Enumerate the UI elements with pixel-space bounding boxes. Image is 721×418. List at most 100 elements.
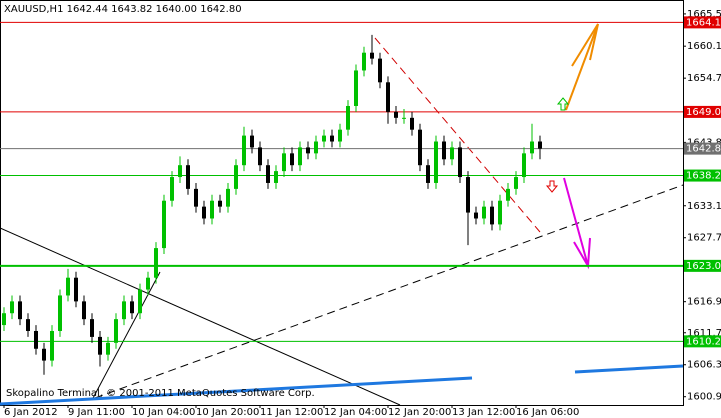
candle-body — [10, 301, 14, 314]
candle-body — [538, 141, 542, 149]
candle-body — [498, 200, 502, 225]
candle-body — [98, 336, 102, 355]
trend-line — [574, 364, 684, 374]
sell-arrow — [545, 180, 559, 193]
candle-body — [74, 277, 78, 302]
candle-body — [82, 301, 86, 320]
buy-arrow — [556, 97, 570, 111]
candle-body — [338, 129, 342, 142]
watermark: Skopalino Terminal, © 2001-2011 MetaQuot… — [6, 388, 315, 399]
x-tick-label: 13 Jan 12:00 — [452, 407, 515, 418]
x-tick-label: 11 Jan 12:00 — [260, 407, 323, 418]
candle-body — [458, 147, 462, 178]
candle-body — [106, 342, 110, 355]
candle-body — [2, 313, 6, 326]
candle-body — [122, 301, 126, 320]
candle-body — [178, 165, 182, 178]
x-tick-label: 9 Jan 11:00 — [68, 407, 125, 418]
candle-body — [138, 289, 142, 314]
candle-body — [234, 165, 238, 189]
candle-body — [258, 147, 262, 166]
candle-body — [58, 295, 62, 331]
candle-body — [218, 200, 222, 207]
level-label: 1638.25 — [686, 171, 721, 182]
chart-title: XAUUSD,H1 1642.44 1643.82 1640.00 1642.8… — [4, 4, 242, 15]
level-label: 1623.00 — [686, 261, 721, 272]
level-label: 1649.00 — [686, 107, 721, 118]
candle-body — [514, 177, 518, 189]
trend-line — [91, 271, 161, 401]
arrow — [565, 23, 599, 111]
candle-body — [490, 206, 494, 225]
candle-body — [322, 135, 326, 142]
candle-body — [34, 330, 38, 349]
candle-body — [482, 206, 486, 219]
level-label: 1610.25 — [686, 336, 721, 347]
x-tick-label: 6 Jan 2012 — [4, 407, 58, 418]
candle-body — [130, 301, 134, 314]
x-tick-label: 16 Jan 06:00 — [516, 407, 579, 418]
y-tick-label: 1616.95 — [687, 297, 721, 308]
candle-body — [370, 52, 374, 59]
level-label-bg — [684, 142, 721, 155]
y-tick-label: 1660.10 — [687, 41, 721, 52]
candle-body — [154, 248, 158, 278]
level-label: 1642.80 — [686, 144, 721, 155]
candle-body — [282, 153, 286, 172]
y-tick-label: 1600.90 — [687, 392, 721, 403]
candle-body — [146, 277, 150, 290]
candle-body — [386, 82, 390, 112]
level-label-bg — [684, 335, 721, 348]
candle-body — [466, 177, 470, 213]
arrow — [563, 177, 589, 267]
candle-body — [362, 52, 366, 71]
candle-body — [378, 58, 382, 83]
candle-body — [354, 70, 358, 106]
candle-body — [50, 330, 54, 361]
candle-body — [410, 117, 414, 130]
candle-body — [274, 171, 278, 183]
candle-body — [442, 141, 446, 160]
candle-body — [522, 153, 526, 178]
candle-body — [290, 153, 294, 166]
candle-body — [250, 135, 254, 148]
x-tick-label: 10 Jan 20:00 — [196, 407, 259, 418]
y-tick-label: 1627.75 — [687, 233, 721, 244]
candle-body — [226, 188, 230, 207]
candle-body — [66, 277, 70, 296]
y-tick-label: 1611.70 — [687, 328, 721, 339]
candle-body — [346, 105, 350, 130]
candle-body — [314, 141, 318, 154]
candle-body — [242, 135, 246, 166]
arrow — [571, 23, 599, 67]
level-label-bg — [684, 169, 721, 182]
level-label-bg — [684, 16, 721, 29]
y-tick-label: 1606.30 — [687, 360, 721, 371]
x-tick-label: 12 Jan 20:00 — [388, 407, 451, 418]
drawings — [0, 23, 684, 406]
candle-body — [298, 147, 302, 166]
x-tick-label: 12 Jan 04:00 — [324, 407, 387, 418]
candle-body — [530, 141, 534, 154]
candle-body — [506, 188, 510, 201]
candle-body — [90, 319, 94, 337]
candle-body — [306, 147, 310, 154]
plot-frame — [0, 0, 684, 406]
candle-body — [426, 165, 430, 183]
candle-body — [170, 177, 174, 201]
level-label-bg — [684, 105, 721, 118]
candle-body — [194, 188, 198, 207]
trend-line — [94, 184, 684, 399]
y-tick-label: 1633.15 — [687, 201, 721, 212]
candle-body — [186, 165, 190, 189]
level-label: 1664.12 — [686, 17, 721, 28]
candle-body — [202, 206, 206, 219]
y-tick-label: 1654.70 — [687, 73, 721, 84]
candle-body — [418, 129, 422, 166]
candle-body — [266, 165, 270, 183]
candle-body — [394, 111, 398, 118]
candle-body — [114, 319, 118, 343]
candle-body — [474, 212, 478, 219]
candle-body — [330, 135, 334, 142]
